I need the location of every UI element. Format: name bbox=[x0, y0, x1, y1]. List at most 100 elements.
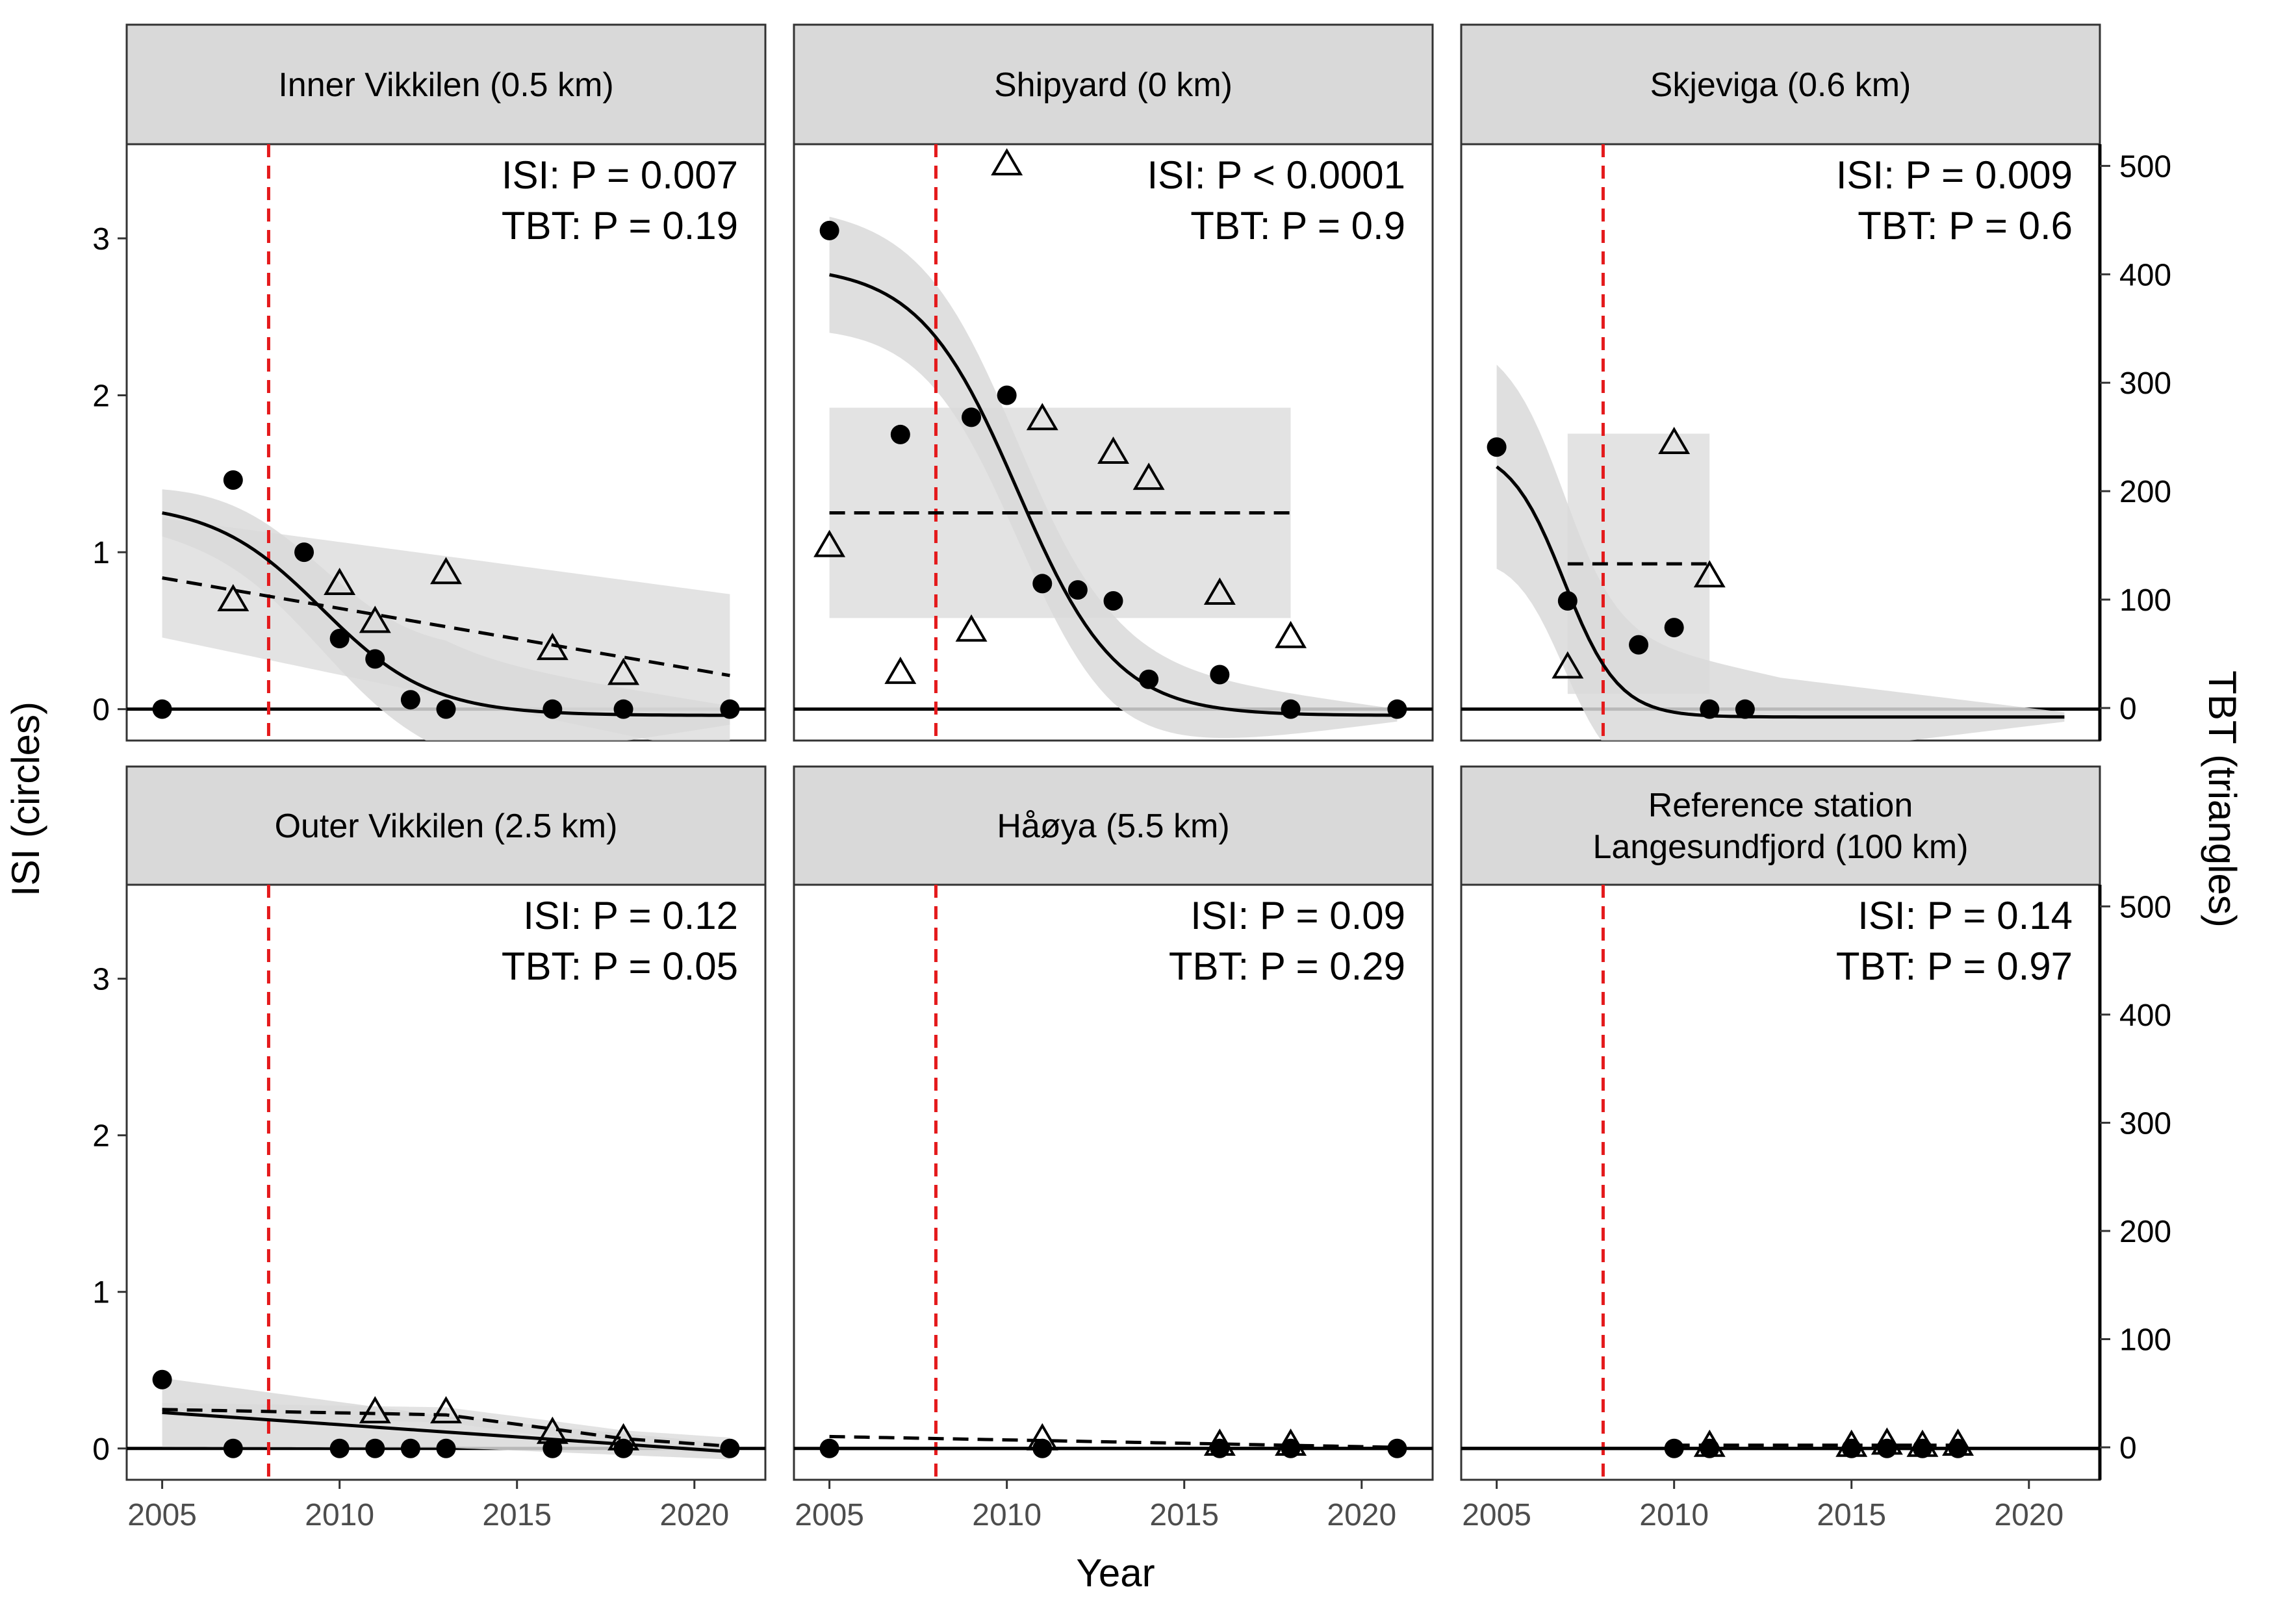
isi-point bbox=[720, 699, 740, 719]
facet-strip bbox=[793, 765, 1434, 886]
isi-point bbox=[365, 1438, 385, 1458]
y-axis-left-label: ISI (circles) bbox=[4, 702, 47, 896]
isi-point bbox=[1557, 590, 1578, 611]
panels-group: Inner Vikkilen (0.5 km) ISI: P = 0.007 TBT… bbox=[92, 23, 2171, 1532]
y-right-tick-label: 100 bbox=[2119, 583, 2171, 618]
isi-point bbox=[223, 1438, 243, 1458]
facet-title: Reference station bbox=[1648, 787, 1913, 824]
isi-point bbox=[890, 424, 910, 444]
facet-title: Shipyard (0 km) bbox=[994, 66, 1233, 104]
y-right-tick-label: 200 bbox=[2119, 1215, 2171, 1249]
isi-point bbox=[400, 1438, 420, 1458]
tbt-fit-line bbox=[162, 1408, 730, 1448]
y-right-tick-label: 0 bbox=[2119, 1431, 2137, 1465]
y-right-tick-label: 400 bbox=[2119, 258, 2171, 292]
isi-point bbox=[152, 699, 172, 719]
isi-point bbox=[436, 1438, 456, 1458]
facet-title: Håøya (5.5 km) bbox=[997, 807, 1229, 845]
tbt-point bbox=[1275, 1428, 1307, 1456]
y-left-tick-label: 2 bbox=[92, 1119, 110, 1154]
tbt-point bbox=[1275, 620, 1307, 648]
tbt-point bbox=[359, 605, 391, 633]
isi-point bbox=[613, 699, 633, 719]
y-right-tick-label: 500 bbox=[2119, 149, 2171, 184]
tbt-point bbox=[607, 1423, 640, 1451]
tbt-point bbox=[1942, 1428, 1974, 1456]
p-value-label: TBT: P = 0.29 bbox=[1169, 945, 1405, 988]
facet-panel: Inner Vikkilen (0.5 km) ISI: P = 0.007 TBT… bbox=[92, 23, 767, 742]
isi-point bbox=[365, 649, 385, 669]
isi-point bbox=[1700, 1438, 1720, 1458]
isi-point bbox=[1103, 590, 1123, 611]
x-tick-label: 2015 bbox=[482, 1498, 552, 1532]
isi-point bbox=[819, 1438, 839, 1458]
x-tick-label: 2010 bbox=[1639, 1498, 1709, 1532]
y-left-tick-label: 2 bbox=[92, 379, 110, 414]
tbt-point bbox=[430, 1396, 462, 1424]
y-axis-right-label: TBT (triangles) bbox=[2201, 670, 2244, 928]
p-value-label: ISI: P = 0.007 bbox=[502, 153, 738, 197]
tbt-point bbox=[955, 614, 988, 642]
p-value-label: TBT: P = 0.05 bbox=[502, 945, 738, 988]
isi-point bbox=[1067, 580, 1088, 600]
x-axis-label: Year bbox=[1076, 1551, 1155, 1595]
isi-fit-line bbox=[162, 511, 730, 717]
facet-panel: Reference station Langesundfjord (100 km)… bbox=[1460, 765, 2171, 1532]
isi-point bbox=[329, 628, 350, 648]
tbt-point bbox=[1026, 1423, 1058, 1451]
isi-point bbox=[962, 407, 982, 427]
y-left-tick-label: 3 bbox=[92, 222, 110, 257]
p-value-label: ISI: P = 0.14 bbox=[1858, 894, 2073, 937]
y-right-tick-label: 100 bbox=[2119, 1323, 2171, 1357]
tbt-point bbox=[1658, 427, 1691, 454]
tbt-point bbox=[1693, 1429, 1726, 1457]
tbt-point bbox=[813, 529, 846, 557]
facet-panel: Outer Vikkilen (2.5 km) ISI: P = 0.12 TBT:… bbox=[92, 765, 767, 1532]
facet-panel: Håøya (5.5 km) ISI: P = 0.09 TBT: P = 0.29… bbox=[793, 765, 1434, 1532]
plot-content bbox=[1461, 885, 2100, 1480]
isi-point bbox=[1139, 669, 1159, 689]
tbt-confidence-band bbox=[162, 518, 730, 741]
facet-title: Langesundfjord (100 km) bbox=[1592, 828, 1968, 866]
isi-point bbox=[400, 690, 420, 710]
p-value-label: TBT: P = 0.9 bbox=[1190, 204, 1405, 247]
isi-point bbox=[223, 470, 243, 490]
x-tick-label: 2020 bbox=[1327, 1498, 1396, 1532]
tbt-point bbox=[217, 584, 249, 612]
tbt-fit-line bbox=[829, 1434, 1398, 1449]
isi-point bbox=[1735, 699, 1755, 719]
tbt-point bbox=[884, 656, 917, 684]
plot-area bbox=[125, 883, 767, 1481]
tbt-point bbox=[1097, 437, 1129, 464]
y-right-tick-label: 300 bbox=[2119, 366, 2171, 401]
plot-content bbox=[794, 144, 1433, 741]
plot-content bbox=[794, 885, 1433, 1480]
isi-point bbox=[1629, 635, 1649, 655]
p-value-label: TBT: P = 0.19 bbox=[502, 204, 738, 247]
tbt-point bbox=[1906, 1429, 1939, 1457]
x-tick-label: 2010 bbox=[972, 1498, 1041, 1532]
isi-point bbox=[997, 385, 1017, 405]
p-value-label: ISI: P = 0.09 bbox=[1190, 894, 1405, 937]
plot-content bbox=[127, 885, 765, 1480]
p-value-label: ISI: P = 0.12 bbox=[523, 894, 738, 937]
tbt-point bbox=[536, 1416, 568, 1444]
isi-point bbox=[1912, 1438, 1932, 1458]
facet-panel: Shipyard (0 km) ISI: P < 0.0001 TBT: P = 0… bbox=[793, 23, 1434, 742]
tbt-point bbox=[430, 557, 462, 585]
facet-title: Outer Vikkilen (2.5 km) bbox=[275, 807, 618, 845]
tbt-point bbox=[607, 657, 640, 685]
isi-point bbox=[1664, 1438, 1684, 1458]
tbt-point bbox=[1871, 1427, 1903, 1455]
tbt-point bbox=[359, 1396, 391, 1424]
isi-point bbox=[1387, 699, 1407, 719]
isi-point bbox=[1700, 699, 1720, 719]
tbt-confidence-band bbox=[1567, 433, 1710, 694]
y-right-tick-label: 300 bbox=[2119, 1106, 2171, 1141]
facet-panel: Skjeviga (0.6 km) ISI: P = 0.009 TBT: P = … bbox=[1460, 23, 2171, 742]
y-right-tick-label: 500 bbox=[2119, 890, 2171, 924]
facet-strip bbox=[125, 765, 767, 886]
y-left-tick-label: 3 bbox=[92, 963, 110, 997]
y-right-tick-label: 400 bbox=[2119, 998, 2171, 1033]
